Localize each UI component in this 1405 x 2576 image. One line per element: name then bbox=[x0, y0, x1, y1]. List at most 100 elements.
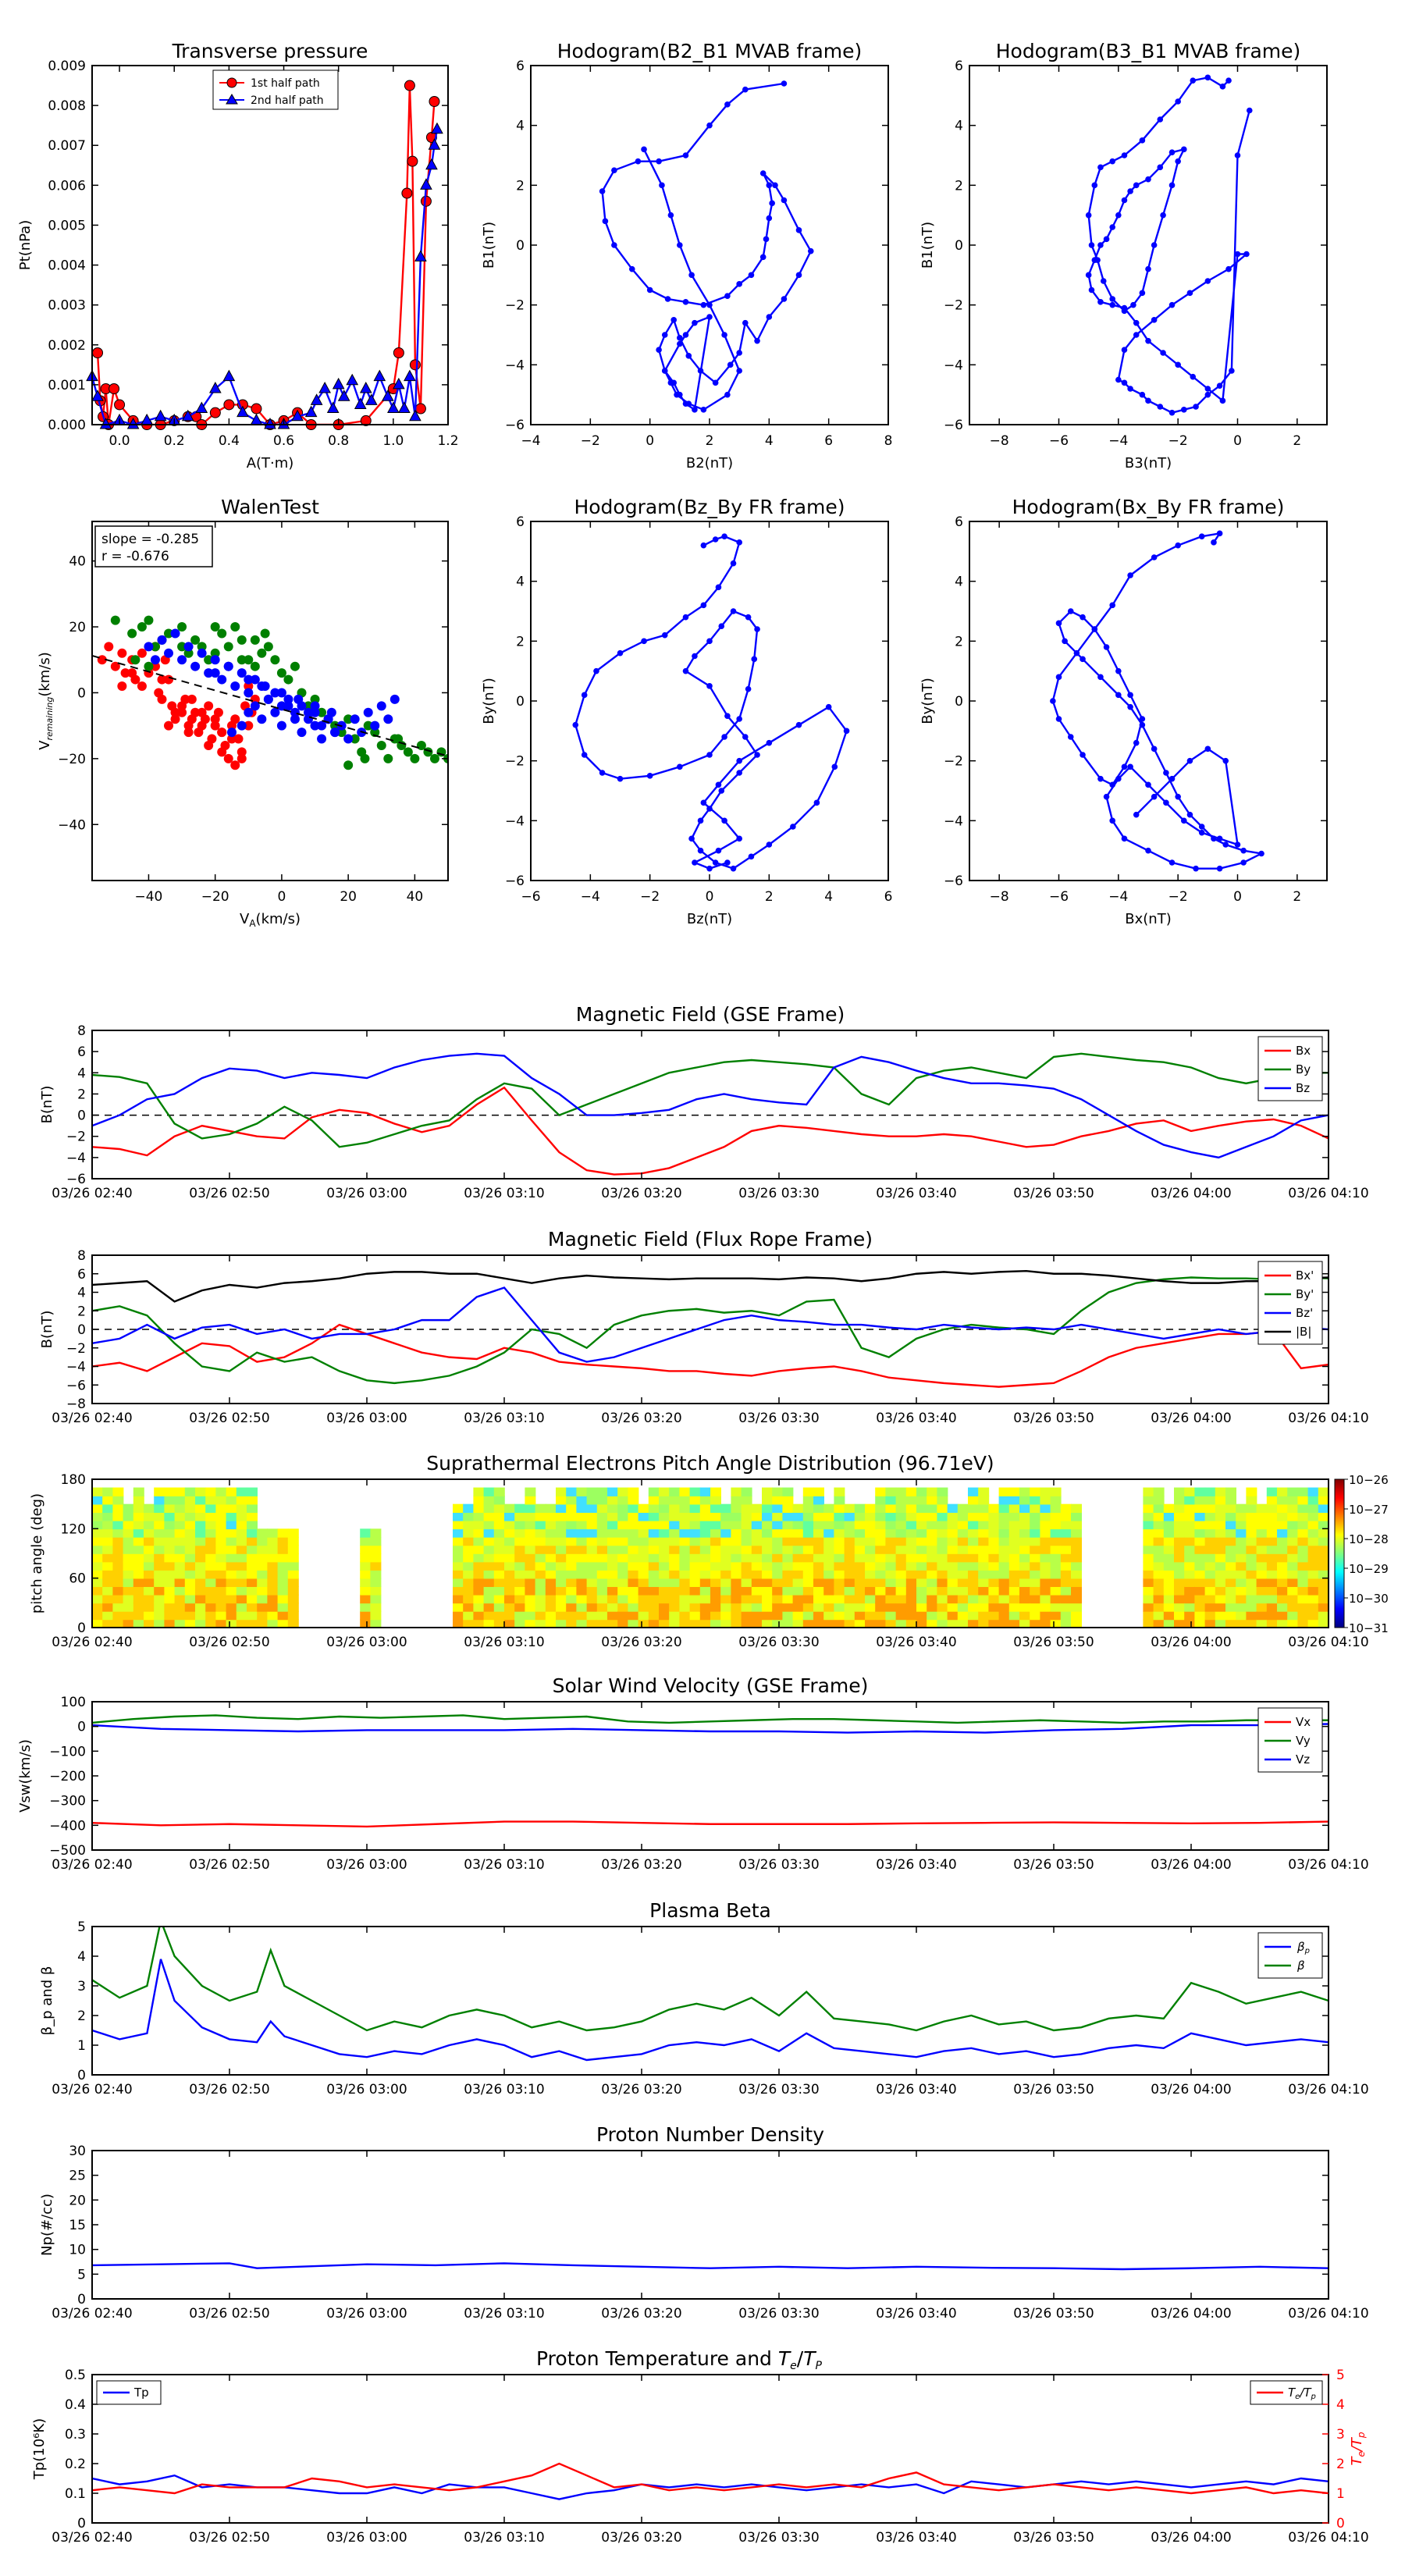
series-line-β bbox=[92, 1927, 1329, 2032]
heatmap-cell bbox=[802, 1570, 814, 1579]
data-point bbox=[1168, 149, 1176, 155]
heatmap-cell bbox=[215, 1603, 227, 1612]
legend-label: Bx bbox=[1296, 1044, 1311, 1058]
data-point bbox=[617, 649, 624, 656]
heatmap-cell bbox=[473, 1487, 485, 1496]
heatmap-cell bbox=[164, 1586, 176, 1596]
heatmap-cell bbox=[679, 1496, 691, 1505]
heatmap-cell bbox=[1153, 1536, 1165, 1546]
heatmap-cell bbox=[638, 1503, 649, 1514]
heatmap-cell bbox=[669, 1512, 681, 1521]
heatmap-cell bbox=[659, 1520, 670, 1530]
data-point bbox=[1175, 98, 1181, 105]
heatmap-cell bbox=[1277, 1536, 1288, 1546]
heatmap-cell bbox=[1256, 1545, 1268, 1554]
heatmap-cell bbox=[957, 1603, 969, 1612]
heatmap-cell bbox=[174, 1570, 186, 1579]
heatmap-cell bbox=[1266, 1619, 1278, 1628]
heatmap-cell bbox=[1040, 1603, 1051, 1612]
heatmap-cell bbox=[1030, 1520, 1041, 1530]
data-point bbox=[210, 720, 220, 731]
heatmap-cell bbox=[215, 1487, 227, 1496]
data-point bbox=[195, 401, 208, 414]
heatmap-cell bbox=[895, 1536, 907, 1546]
heatmap-cell bbox=[854, 1528, 866, 1538]
data-point bbox=[700, 542, 707, 549]
x-tick-label: −2 bbox=[1168, 433, 1188, 449]
heatmap-cell bbox=[164, 1528, 176, 1538]
legend-label: 1st half path bbox=[251, 77, 320, 90]
heatmap-cell bbox=[545, 1586, 557, 1596]
heatmap-cell bbox=[854, 1512, 866, 1521]
heatmap-cell bbox=[772, 1528, 784, 1538]
heatmap-cell bbox=[659, 1586, 670, 1596]
data-point bbox=[270, 707, 280, 717]
heatmap-cell bbox=[710, 1528, 721, 1538]
heatmap-cell bbox=[679, 1512, 691, 1521]
data-point bbox=[1121, 763, 1128, 770]
data-point bbox=[190, 707, 201, 717]
heatmap-cell bbox=[978, 1586, 990, 1596]
heatmap-cell bbox=[1040, 1487, 1051, 1496]
heatmap-cell bbox=[844, 1520, 855, 1530]
data-point bbox=[664, 296, 671, 302]
heatmap-cell bbox=[247, 1520, 258, 1530]
data-point bbox=[721, 332, 727, 338]
heatmap-cell bbox=[1307, 1553, 1319, 1563]
heatmap-cell bbox=[617, 1586, 629, 1596]
heatmap-cell bbox=[885, 1512, 897, 1521]
heatmap-cell bbox=[699, 1520, 711, 1530]
heatmap-cell bbox=[205, 1536, 217, 1546]
heatmap-cell bbox=[1256, 1561, 1268, 1571]
heatmap-cell bbox=[174, 1553, 186, 1563]
series-line-Vx bbox=[92, 1820, 1329, 1828]
fit-line bbox=[92, 655, 448, 757]
heatmap-cell bbox=[1225, 1536, 1236, 1546]
x-tick-label: 8 bbox=[884, 433, 893, 449]
data-point bbox=[1222, 757, 1229, 764]
heatmap-cell bbox=[844, 1528, 855, 1538]
heatmap-cell bbox=[102, 1512, 114, 1521]
time-tick-label: 03/26 02:50 bbox=[189, 2082, 269, 2097]
heatmap-cell bbox=[236, 1536, 247, 1546]
data-point bbox=[276, 720, 286, 731]
heatmap-cell bbox=[556, 1520, 567, 1530]
heatmap-cell bbox=[731, 1586, 742, 1596]
heatmap-cell bbox=[596, 1553, 608, 1563]
heatmap-cell bbox=[927, 1561, 938, 1571]
heatmap-cell bbox=[1215, 1553, 1226, 1563]
series-line-Bz' bbox=[92, 1286, 1329, 1363]
legend-marker bbox=[226, 94, 238, 105]
data-point bbox=[795, 721, 802, 728]
heatmap-cell bbox=[916, 1487, 927, 1496]
heatmap-cell bbox=[1163, 1610, 1175, 1621]
heatmap-cell bbox=[782, 1545, 794, 1554]
heatmap-cell bbox=[1143, 1528, 1154, 1538]
heatmap-cell bbox=[184, 1594, 196, 1604]
heatmap-cell bbox=[525, 1553, 536, 1563]
x-tick-label: −4 bbox=[521, 433, 540, 449]
heatmap-cell bbox=[1287, 1603, 1299, 1612]
heatmap-cell bbox=[215, 1503, 227, 1514]
heatmap-cell bbox=[267, 1610, 279, 1621]
heatmap-cell bbox=[556, 1536, 567, 1546]
heatmap-cell bbox=[772, 1603, 784, 1612]
heatmap-cell bbox=[1194, 1578, 1206, 1588]
time-tick-label: 03/26 04:00 bbox=[1151, 2082, 1231, 2097]
data-point bbox=[154, 409, 167, 422]
heatmap-cell bbox=[916, 1545, 927, 1554]
data-point bbox=[706, 752, 713, 758]
y-axis-label-right: Te/Tp bbox=[1349, 2432, 1367, 2465]
heatmap-cell bbox=[689, 1594, 701, 1604]
heatmap-cell bbox=[586, 1603, 598, 1612]
data-point bbox=[270, 655, 280, 665]
y-tick-label: 4 bbox=[77, 1066, 86, 1081]
data-point bbox=[210, 668, 220, 678]
heatmap-cell bbox=[885, 1545, 897, 1554]
data-point bbox=[1157, 116, 1164, 123]
heatmap-cell bbox=[628, 1487, 639, 1496]
heatmap-cell bbox=[710, 1561, 721, 1571]
data-point bbox=[137, 648, 147, 658]
heatmap-cell bbox=[1318, 1512, 1329, 1521]
heatmap-cell bbox=[1236, 1578, 1247, 1588]
